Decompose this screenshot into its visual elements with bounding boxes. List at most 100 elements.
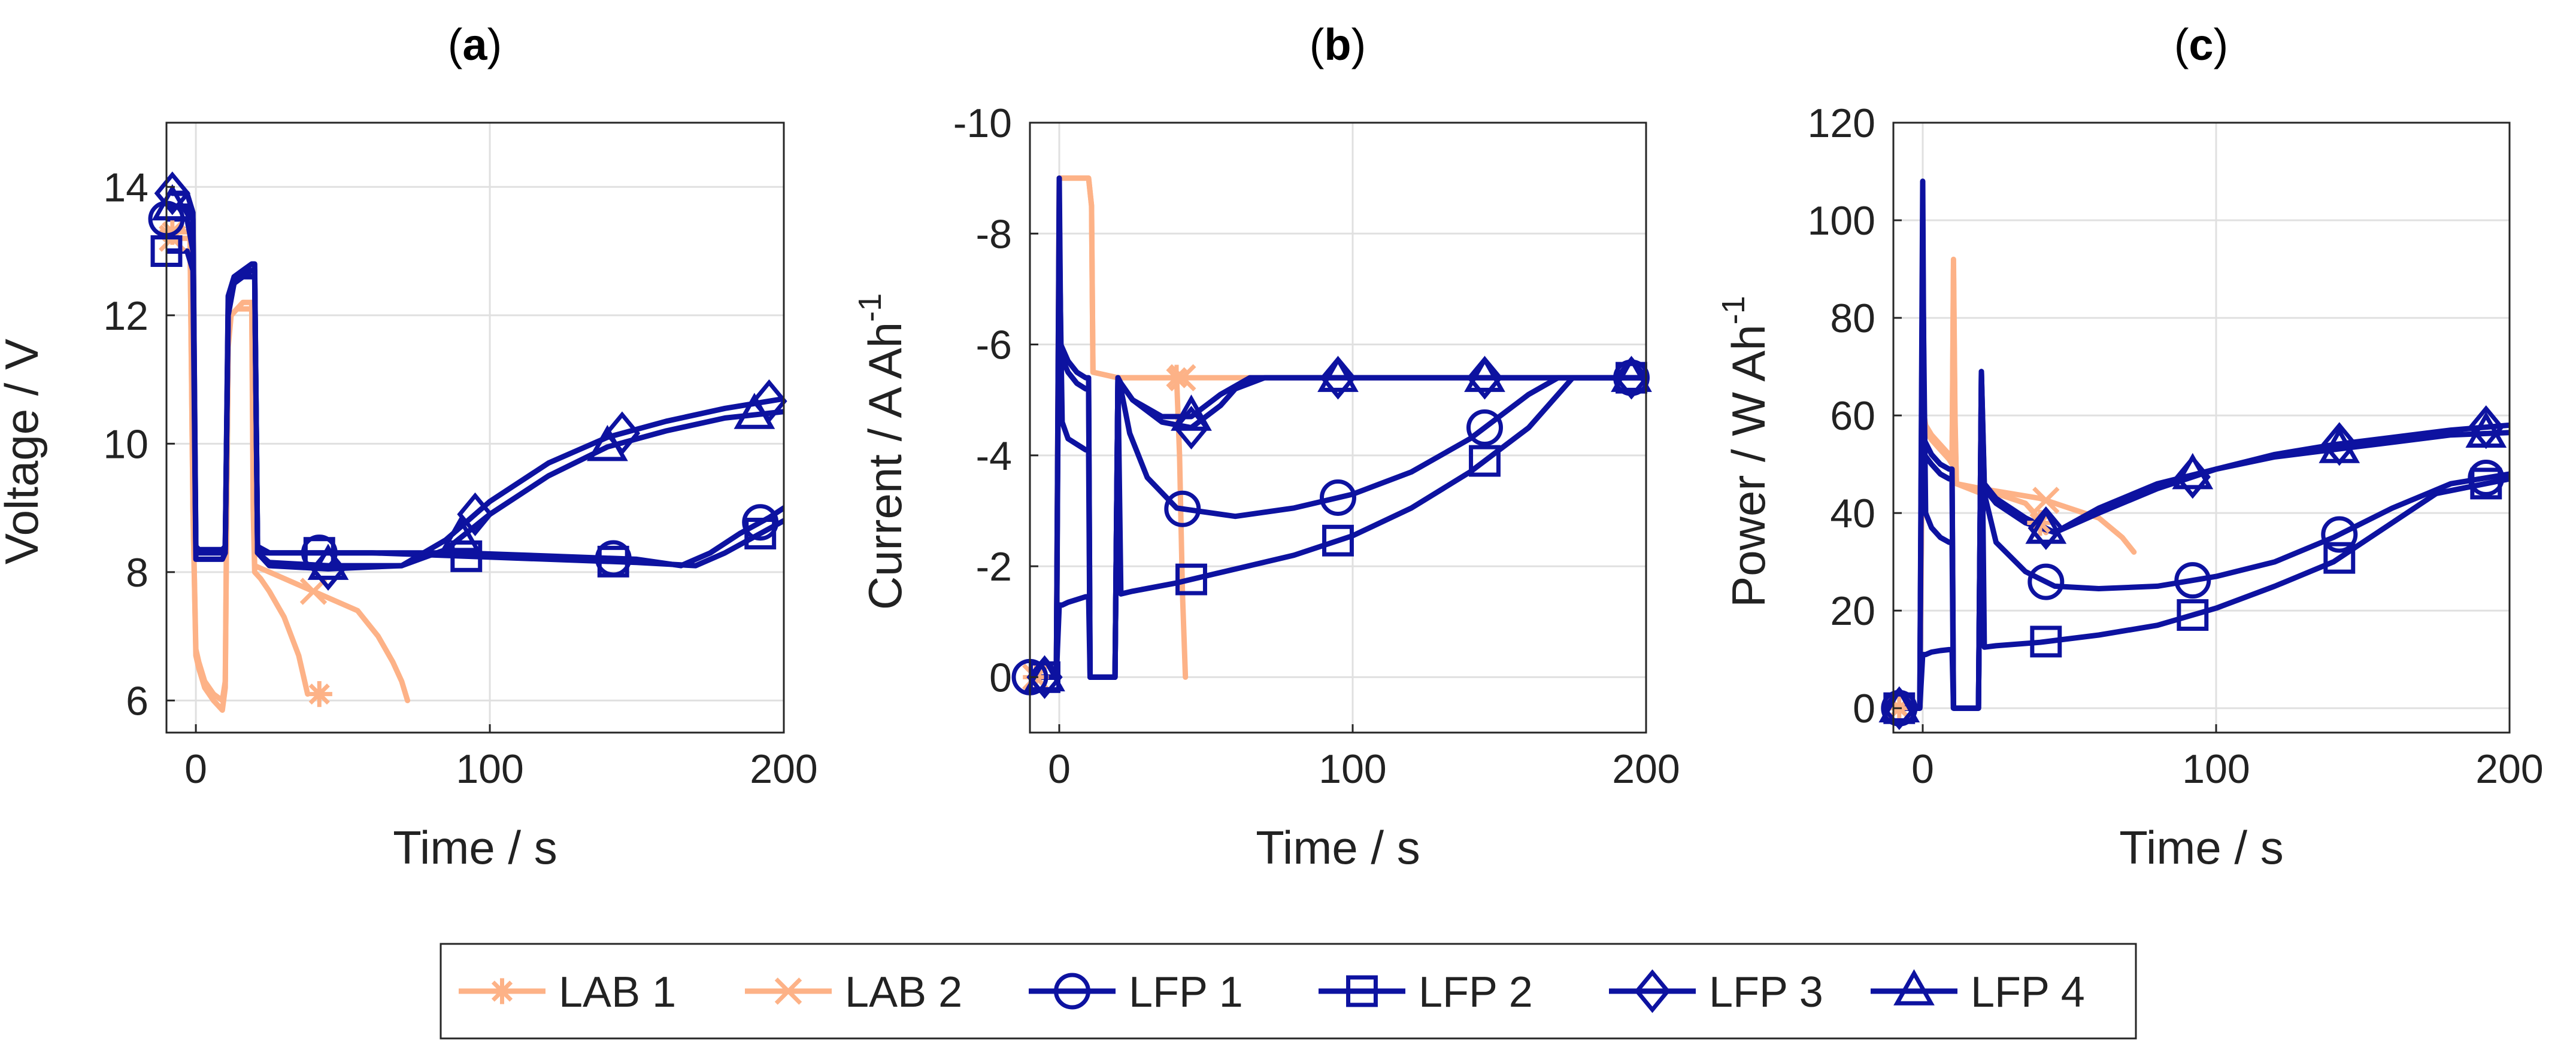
y-tick-label: 120 [1808, 101, 1875, 146]
y-tick-label: 14 [103, 165, 149, 210]
y-tick-label: -8 [976, 211, 1012, 257]
marker-lfp-1-2 [1320, 479, 1356, 516]
marker-lfp-3-0 [154, 171, 191, 215]
y-tick-label: -6 [976, 323, 1012, 368]
y-tick-label: 0 [1853, 686, 1875, 731]
marker-lfp-2-1 [2030, 625, 2062, 658]
legend: LAB 1 LAB 2 LFP 1 LFP 2 LFP 3 LFP 4 [440, 943, 2137, 1040]
marker-lab-1-1 [1163, 365, 1190, 391]
marker-lfp-4-3 [587, 424, 628, 461]
legend-box [440, 943, 2137, 1040]
markers-group [1011, 356, 1652, 699]
x-axis-title: Time / s [2119, 821, 2283, 874]
marker-lfp-1-1 [301, 534, 338, 572]
x-tick-label: 100 [1319, 746, 1386, 792]
marker-lfp-4-0 [1878, 686, 1920, 722]
y-tick-label: 12 [103, 293, 149, 339]
marker-lfp-2-2 [2177, 599, 2209, 631]
x-tick-label: 100 [456, 746, 523, 792]
marker-legend-0 [489, 978, 516, 1004]
legend-label: LAB 2 [845, 968, 962, 1016]
marker-legend-4 [1634, 969, 1671, 1013]
y-tick-label: 40 [1830, 491, 1875, 536]
legend-entry-lfp-4: LFP 4 [1871, 968, 2085, 1016]
marker-legend-3 [1346, 975, 1378, 1007]
axes-box [1892, 122, 2511, 734]
y-tick-label: 80 [1830, 296, 1875, 341]
marker-lfp-3-4 [1613, 356, 1650, 400]
series-group [1030, 175, 1646, 680]
marker-lfp-3-2 [1320, 356, 1356, 400]
marker-lab-1-1 [306, 681, 332, 707]
marker-lfp-1-1 [1164, 490, 1201, 527]
y-axis-title: Power / W Ah-1 [1716, 296, 1775, 608]
panel-label-b: (b) [1310, 20, 1366, 69]
legend-label: LFP 1 [1129, 968, 1243, 1016]
marker-lfp-4-3 [2319, 427, 2360, 463]
axes-box [1029, 122, 1647, 734]
marker-lfp-3-2 [2174, 455, 2211, 499]
marker-lfp-4-3 [1464, 356, 1505, 392]
marker-lfp-1-3 [1466, 409, 1503, 446]
marker-lfp-4-0 [1024, 655, 1065, 692]
marker-lfp-2-3 [2323, 542, 2356, 574]
y-tick-label: 60 [1830, 393, 1875, 439]
x-tick-label: 100 [2182, 746, 2250, 792]
marker-lfp-1-3 [742, 504, 779, 541]
y-tick-label: 20 [1830, 588, 1875, 634]
y-tick-label: 0 [989, 655, 1012, 700]
y-tick-label: 100 [1808, 198, 1875, 244]
marker-legend-5 [1893, 969, 1935, 1006]
chart-panel-a: (a) 0 100 200 6 8 10 12 14 Time / s Voltage / V [0, 20, 818, 874]
marker-lab-2-1 [2032, 487, 2060, 514]
marker-lfp-4-1 [307, 543, 349, 580]
legend-entry-lfp-1: LFP 1 [1029, 968, 1243, 1016]
marker-lfp-2-4 [2470, 467, 2502, 500]
marker-lfp-4-4 [1611, 356, 1652, 392]
y-tick-label: -4 [976, 433, 1012, 479]
marker-lfp-4-1 [1171, 394, 1212, 431]
marker-lfp-4-2 [440, 515, 481, 552]
marker-lfp-4-0 [151, 184, 193, 221]
y-tick-label: 6 [126, 678, 149, 724]
legend-entry-lab-1: LAB 1 [459, 968, 676, 1016]
legend-entry-lfp-2: LFP 2 [1319, 968, 1533, 1016]
x-tick-label: 200 [1612, 746, 1680, 792]
marker-legend-2 [1054, 973, 1090, 1010]
series-group [1893, 178, 2510, 711]
marker-lfp-2-3 [597, 545, 629, 578]
legend-entry-lab-2: LAB 2 [745, 968, 962, 1016]
x-tick-label: 200 [750, 746, 817, 792]
marker-lfp-3-2 [457, 492, 493, 536]
x-tick-label: 0 [1048, 746, 1071, 792]
marker-lfp-4-4 [734, 393, 775, 429]
y-tick-label: -10 [953, 101, 1012, 146]
marker-lfp-4-1 [2025, 508, 2067, 544]
x-axis-title: Time / s [1256, 821, 1420, 874]
marker-lfp-4-2 [2172, 452, 2214, 490]
markers-group [1878, 405, 2507, 730]
marker-lfp-1-4 [2468, 459, 2505, 496]
panel-label-c: (c) [2174, 20, 2228, 69]
marker-lab-2-1 [1169, 364, 1196, 391]
marker-lab-2-1 [299, 578, 328, 605]
chart-panel-c: (c) 0 100 200 0 20 40 60 80 100 120 Time / s Power /… [1716, 20, 2544, 874]
marker-lfp-4-2 [1317, 356, 1359, 392]
marker-lfp-1-1 [2028, 563, 2065, 600]
markers-group [148, 171, 787, 707]
legend-label: LFP 3 [1709, 968, 1823, 1016]
plot-area [1030, 123, 1646, 733]
legend-label: LFP 4 [1971, 968, 2085, 1016]
y-axis-title: Current / A Ah-1 [852, 293, 911, 610]
plot-area [1893, 123, 2510, 733]
legend-entry-lfp-3: LFP 3 [1609, 968, 1823, 1016]
series-line-lab-2 [169, 235, 411, 713]
y-tick-label: 8 [126, 550, 149, 596]
series-line-lfp-4 [169, 203, 784, 569]
y-tick-label: 10 [103, 421, 149, 467]
marker-lfp-3-3 [1466, 356, 1503, 400]
axes-box [165, 122, 785, 734]
marker-lfp-3-0 [1026, 655, 1063, 699]
